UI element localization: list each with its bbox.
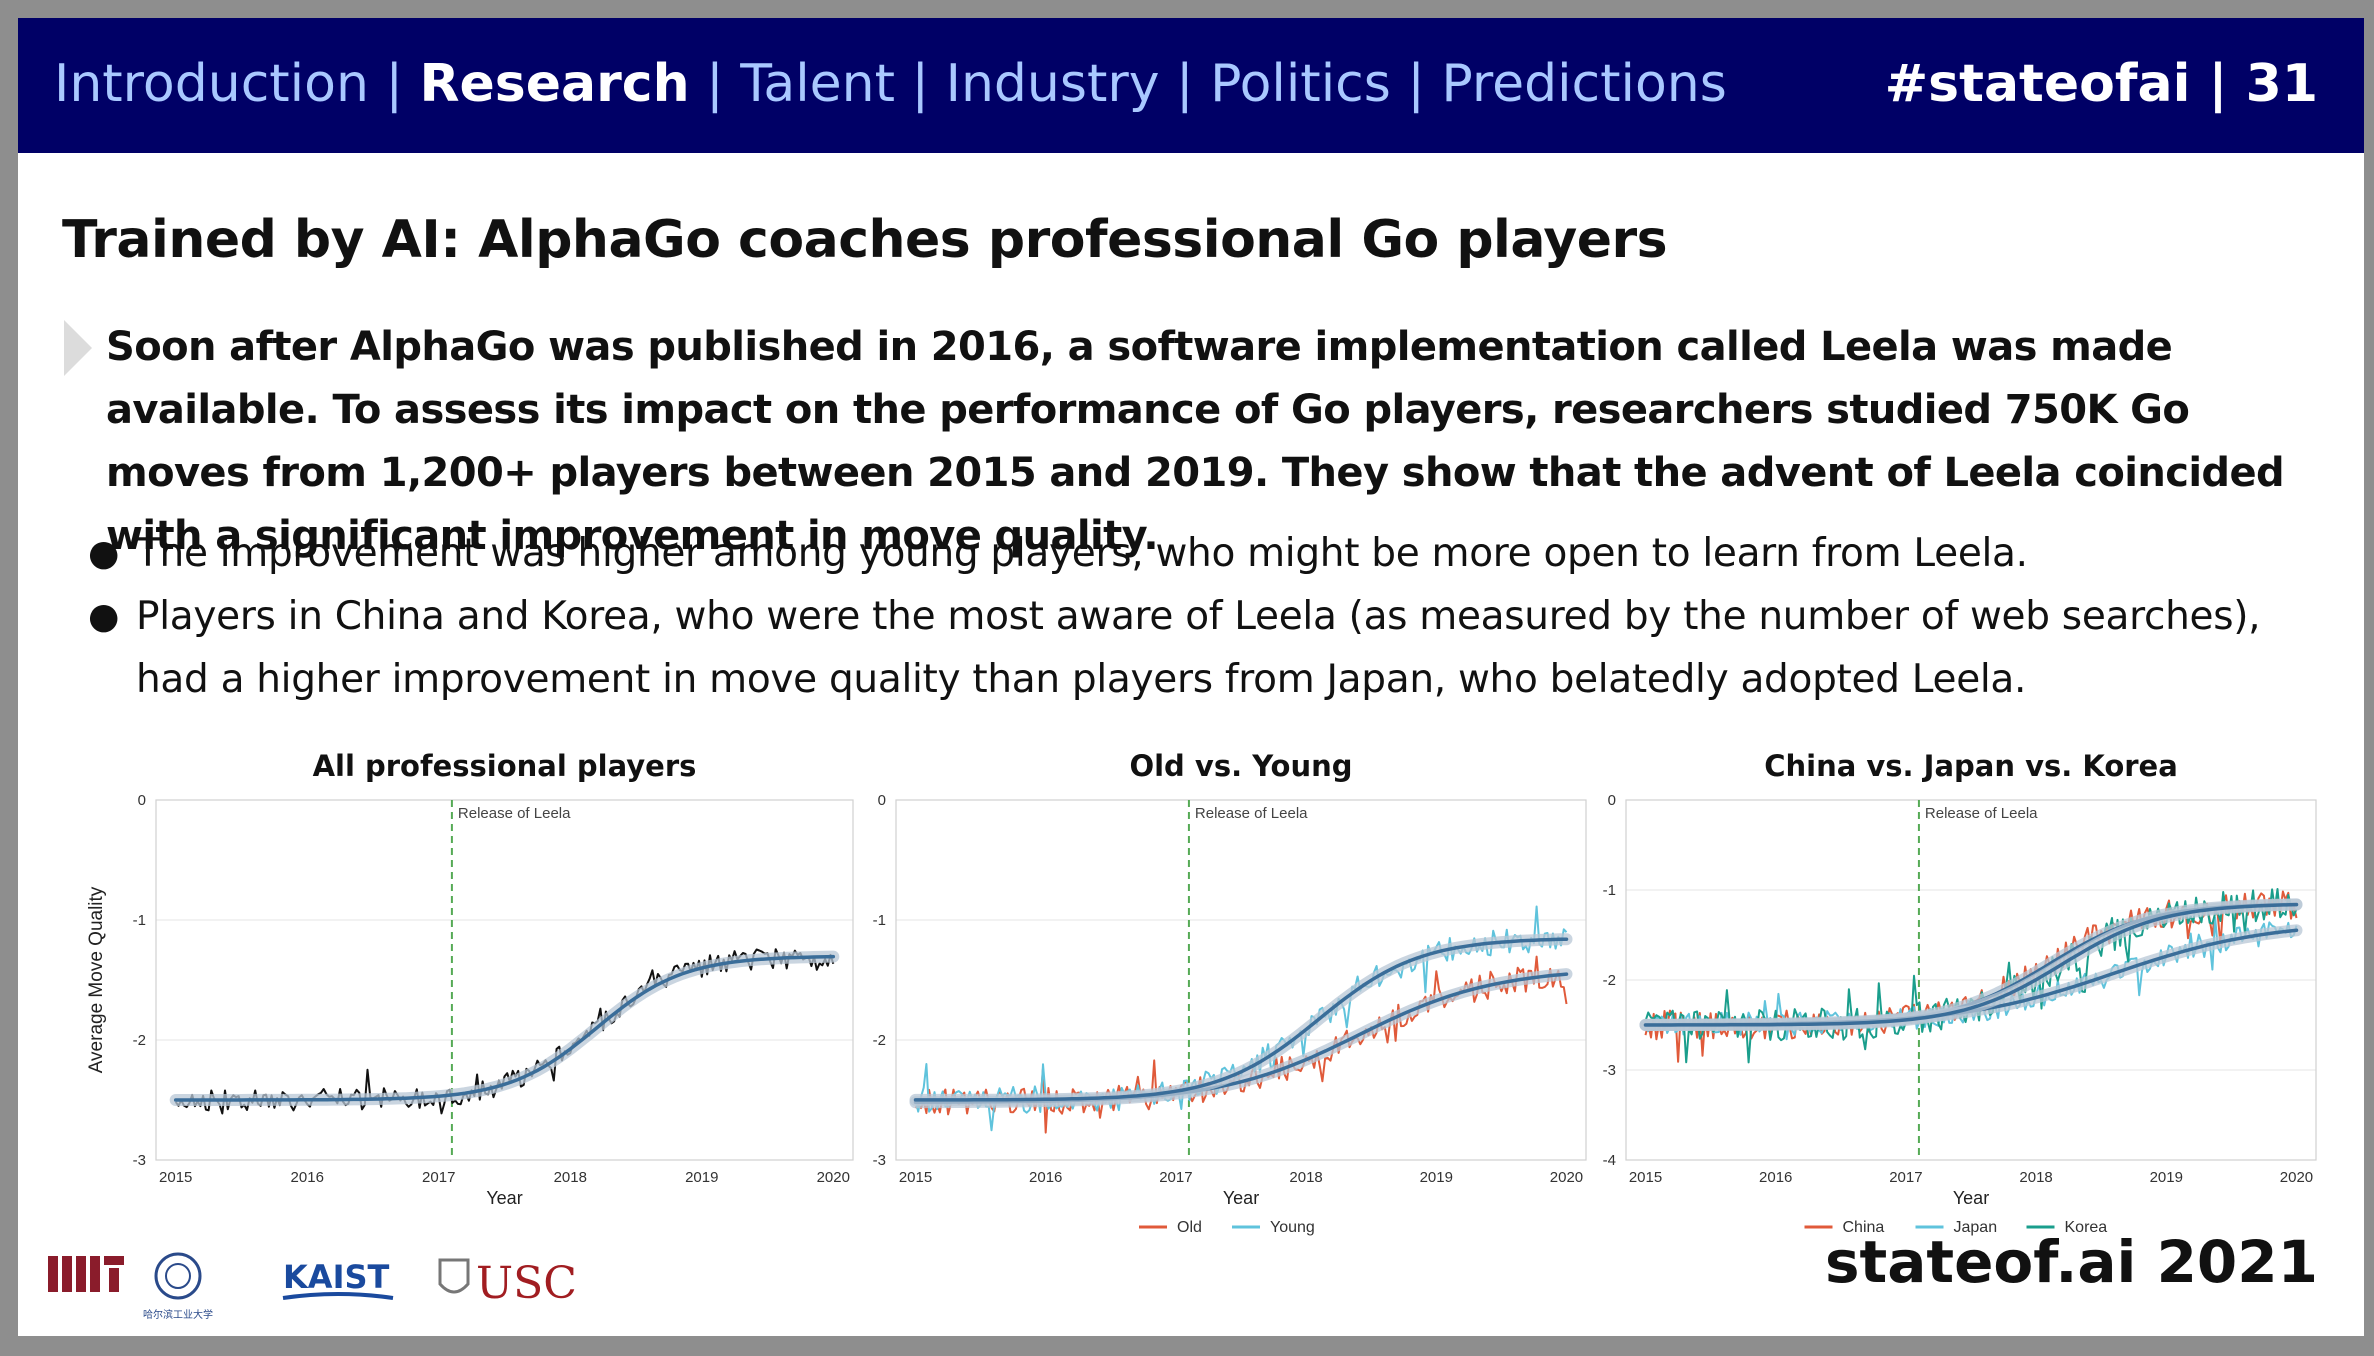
y-tick-label: -2 <box>133 1032 146 1049</box>
plot-frame <box>1625 799 2317 1161</box>
x-tick-label: 2019 <box>2150 1169 2183 1186</box>
legend-label: China <box>1843 1219 1885 1236</box>
legend-label: Japan <box>1954 1219 1998 1236</box>
chart-old-vs-young: Old vs. Young 0 -1 -2 -3 2015 2016 2017 2018 2019… <box>873 749 1587 1236</box>
usc-logo: USC <box>438 1258 577 1309</box>
svg-text:KAIST: KAIST <box>283 1258 390 1296</box>
trend-band <box>909 933 1573 1106</box>
x-tick-label: 2016 <box>291 1169 324 1186</box>
x-axis-label: Year <box>1223 1188 1259 1208</box>
x-tick-label: 2018 <box>1289 1169 1322 1186</box>
y-tick-label: -3 <box>1603 1062 1616 1079</box>
nav-separator: | <box>1176 54 1194 114</box>
trend-line <box>173 954 836 1102</box>
nav-separator: | <box>1407 54 1425 114</box>
legend-label: Old <box>1177 1219 1202 1236</box>
y-tick-label: 0 <box>138 792 146 809</box>
hit-logo: 哈尔滨工业大学 <box>143 1252 213 1321</box>
x-tick-label: 2018 <box>2019 1169 2052 1186</box>
y-axis-label: Average Move Quality <box>86 886 107 1073</box>
x-tick-label: 2016 <box>1759 1169 1792 1186</box>
lead-arrow-icon <box>64 320 92 376</box>
y-tick-label: -1 <box>133 912 146 929</box>
y-tick-label: -3 <box>133 1152 146 1169</box>
x-axis-label: Year <box>486 1188 522 1208</box>
svg-text:USC: USC <box>476 1258 577 1309</box>
lead-paragraph: Soon after AlphaGo was published in 2016… <box>106 324 2285 559</box>
x-tick-label: 2020 <box>817 1169 850 1186</box>
nav-talent[interactable]: Talent <box>740 54 896 114</box>
y-tick-label: -1 <box>1603 882 1616 899</box>
release-label: Release of Leela <box>1195 805 1308 822</box>
x-tick-label: 2018 <box>554 1169 587 1186</box>
release-label: Release of Leela <box>1925 805 2038 822</box>
nav-industry[interactable]: Industry <box>945 54 1160 114</box>
legend-label: Korea <box>2065 1219 2108 1236</box>
x-tick-label: 2020 <box>2280 1169 2313 1186</box>
x-tick-label: 2020 <box>1550 1169 1583 1186</box>
header-bar: Introduction | Research | Talent | Indus… <box>18 18 2364 153</box>
x-tick-label: 2016 <box>1029 1169 1062 1186</box>
trend-band <box>169 950 840 1106</box>
svg-text:哈尔滨工业大学: 哈尔滨工业大学 <box>143 1308 213 1321</box>
y-tick-label: 0 <box>878 792 886 809</box>
kaist-logo: KAIST <box>282 1258 394 1300</box>
chart-title: Old vs. Young <box>1129 749 1352 783</box>
bullet-dot-icon: ● <box>88 533 120 574</box>
bullet-item: ● Players in China and Korea, who were t… <box>88 585 2328 711</box>
x-tick-label: 2015 <box>899 1169 932 1186</box>
bullet-item: ● The improvement was higher among young… <box>88 522 2328 585</box>
slide: Introduction | Research | Talent | Indus… <box>18 18 2364 1336</box>
footer-brand: stateof.ai 2021 <box>1824 1228 2318 1296</box>
nav-research[interactable]: Research <box>419 54 690 114</box>
plot-frame <box>895 799 1587 1161</box>
y-tick-label: -2 <box>1603 972 1616 989</box>
section-nav: Introduction | Research | Talent | Indus… <box>54 54 1727 114</box>
chart-title: China vs. Japan vs. Korea <box>1764 749 2178 783</box>
y-tick-label: -1 <box>873 912 886 929</box>
slide-hashtag: #stateofai | 31 <box>1884 54 2318 114</box>
plot-frame <box>155 799 854 1161</box>
bullet-text: The improvement was higher among young p… <box>136 531 2028 576</box>
bullet-list: ● The improvement was higher among young… <box>88 522 2328 711</box>
legend-label: Young <box>1270 1219 1315 1236</box>
y-tick-label: 0 <box>1608 792 1616 809</box>
trend-line <box>913 937 1569 1102</box>
y-tick-label: -2 <box>873 1032 886 1049</box>
nav-separator: | <box>911 54 930 114</box>
university-logos: 哈尔滨工业大学 KAIST USC <box>48 1252 577 1321</box>
nav-separator: | <box>706 54 724 114</box>
nav-predictions[interactable]: Predictions <box>1441 54 1727 114</box>
x-tick-label: 2017 <box>422 1169 455 1186</box>
nav-separator: | <box>385 54 403 114</box>
x-tick-label: 2015 <box>159 1169 192 1186</box>
x-axis-label: Year <box>1953 1188 1989 1208</box>
y-tick-label: -3 <box>873 1152 886 1169</box>
release-label: Release of Leela <box>458 805 571 822</box>
trend-line <box>1643 902 2299 1027</box>
nav-politics[interactable]: Politics <box>1210 54 1391 114</box>
x-tick-label: 2017 <box>1159 1169 1192 1186</box>
bullet-text: Players in China and Korea, who were the… <box>136 594 2261 702</box>
y-tick-label: -4 <box>1603 1152 1616 1169</box>
chart-title: All professional players <box>313 749 697 783</box>
charts-row: All professional players 0 -1 -2 -3 2015 2016 2… <box>18 738 2364 1258</box>
slide-title: Trained by AI: AlphaGo coaches professio… <box>62 210 1668 270</box>
chart-all-players: All professional players 0 -1 -2 -3 2015 2016 2… <box>86 749 854 1208</box>
x-tick-label: 2015 <box>1629 1169 1662 1186</box>
x-tick-label: 2019 <box>685 1169 718 1186</box>
chart-country: China vs. Japan vs. Korea 0 -1 -2 -3 -4 2015 20… <box>1603 749 2317 1236</box>
nav-introduction[interactable]: Introduction <box>54 54 369 114</box>
x-tick-label: 2019 <box>1420 1169 1453 1186</box>
x-tick-label: 2017 <box>1889 1169 1922 1186</box>
mit-logo <box>48 1256 124 1292</box>
bullet-dot-icon: ● <box>88 596 120 637</box>
